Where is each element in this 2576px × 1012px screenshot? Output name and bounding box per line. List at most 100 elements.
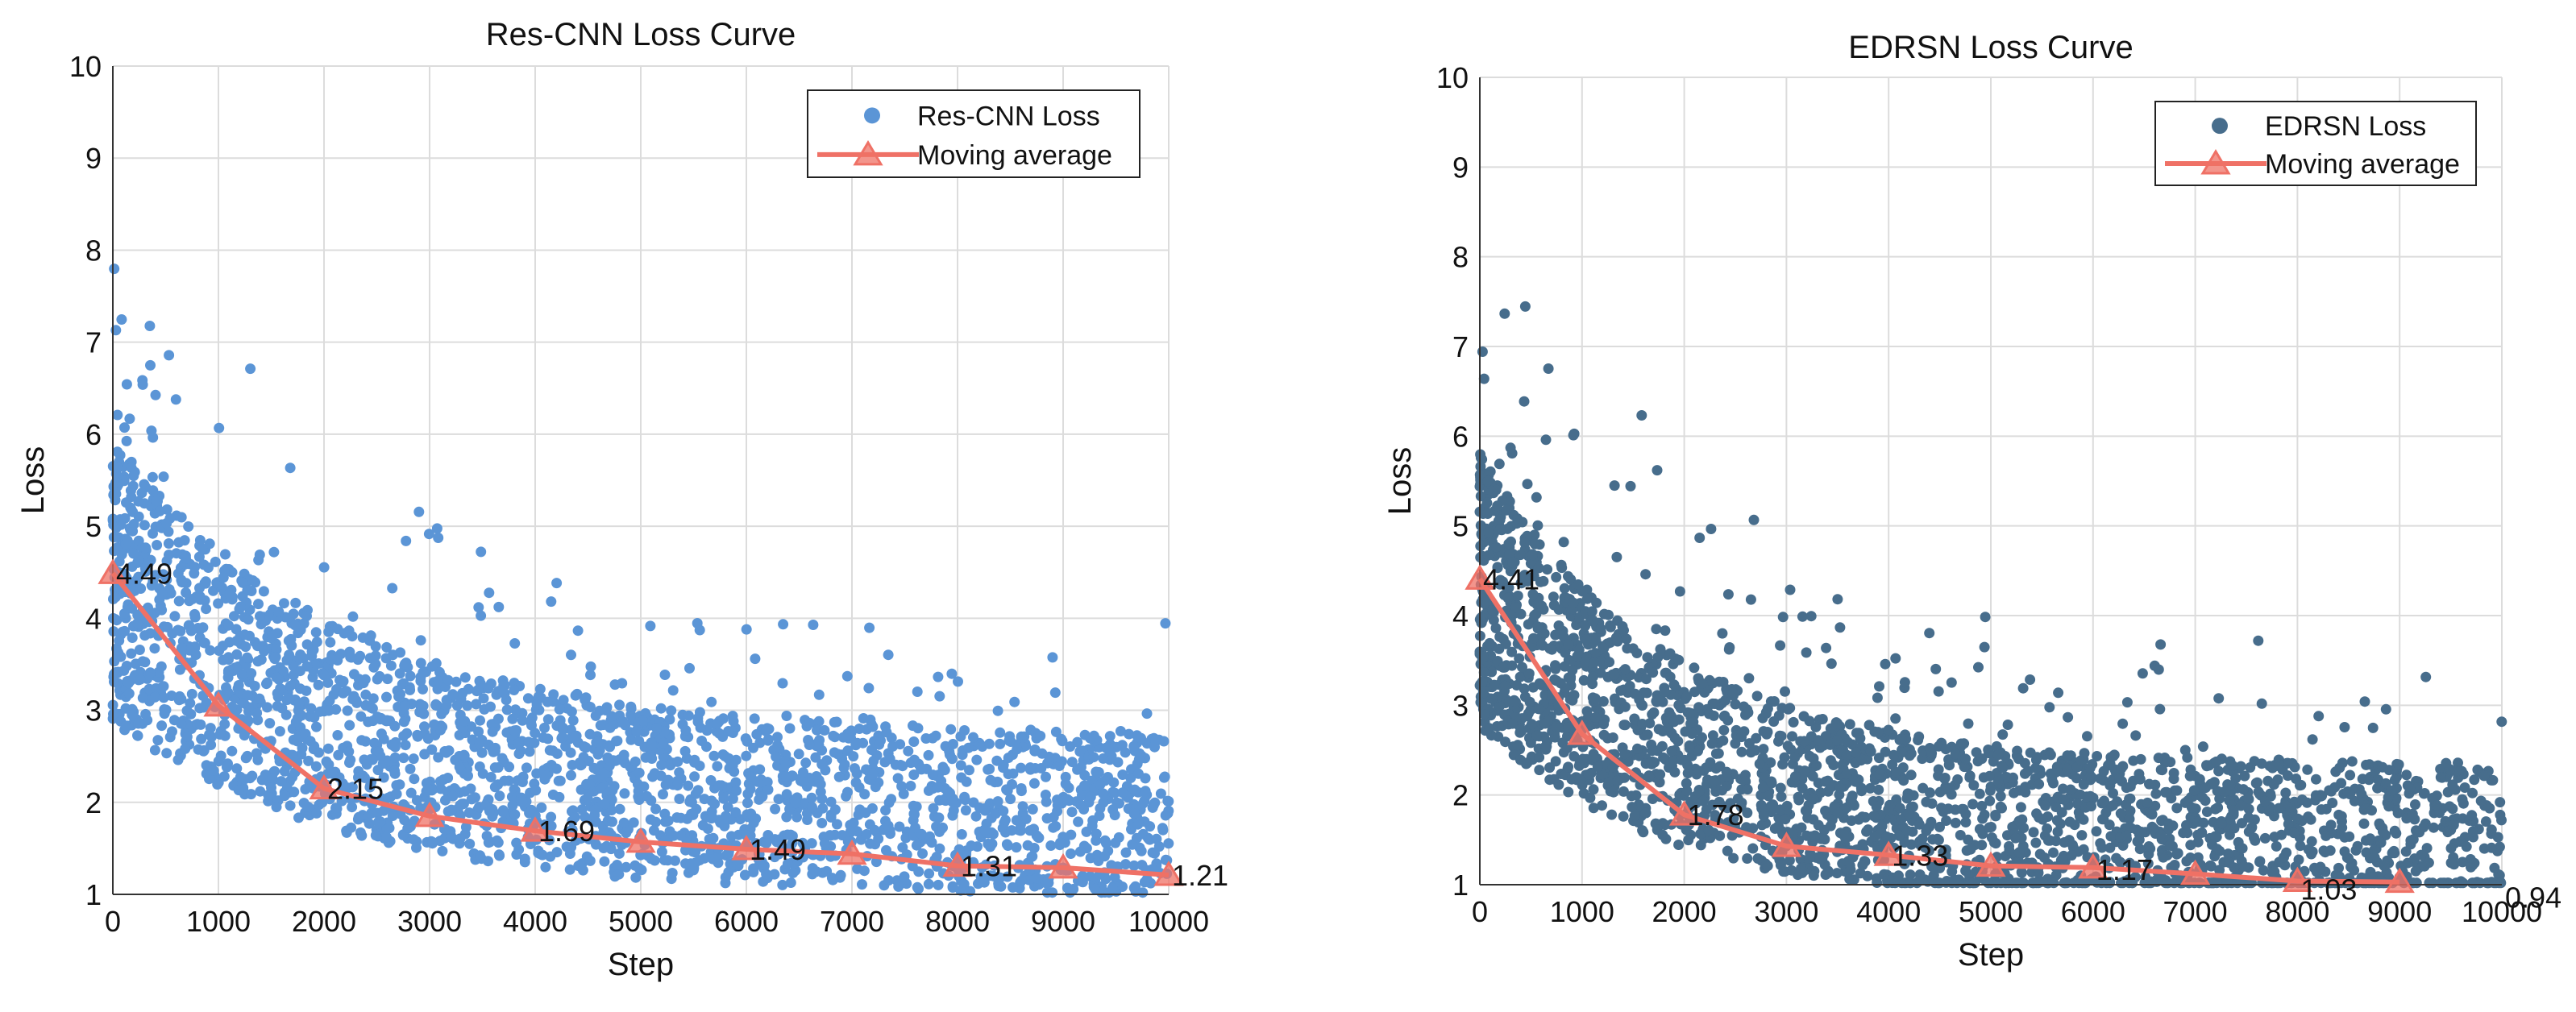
scatter-point xyxy=(1522,479,1533,490)
scatter-point xyxy=(1864,782,1876,794)
scatter-point xyxy=(883,820,894,832)
scatter-point xyxy=(226,701,238,712)
scatter-point xyxy=(459,749,470,761)
scatter-point xyxy=(1723,644,1735,655)
scatter-point xyxy=(1728,852,1739,864)
scatter-point xyxy=(289,620,301,631)
scatter-point xyxy=(240,753,251,764)
scatter-point xyxy=(1136,845,1147,856)
scatter-point xyxy=(1894,803,1905,814)
scatter-point xyxy=(658,737,669,749)
scatter-point xyxy=(1618,786,1629,797)
scatter-point xyxy=(346,822,357,833)
scatter-point xyxy=(1510,602,1521,613)
y-tick-label: 1 xyxy=(85,878,102,911)
scatter-point xyxy=(1638,827,1649,838)
scatter-point xyxy=(1074,799,1086,811)
scatter-point xyxy=(924,868,935,879)
scatter-point xyxy=(152,735,164,746)
scatter-point xyxy=(391,780,402,791)
scatter-point xyxy=(2082,731,2092,742)
scatter-point xyxy=(1049,687,1061,699)
scatter-point xyxy=(1618,811,1629,822)
scatter-point xyxy=(137,692,148,703)
scatter-point xyxy=(910,822,920,833)
scatter-point xyxy=(283,635,294,646)
scatter-point xyxy=(694,707,705,718)
scatter-point xyxy=(584,702,596,712)
scatter-point xyxy=(1963,718,1974,729)
scatter-point xyxy=(1964,772,1976,783)
scatter-point xyxy=(1990,810,2001,820)
scatter-point xyxy=(427,838,438,849)
scatter-point xyxy=(476,610,487,621)
scatter-point xyxy=(1525,558,1536,569)
scatter-point xyxy=(231,763,243,774)
x-tick-label: 5000 xyxy=(609,905,673,938)
scatter-point xyxy=(1991,740,2002,752)
scatter-point xyxy=(1127,839,1138,850)
scatter-point xyxy=(890,759,901,770)
scatter-point xyxy=(323,626,334,637)
scatter-point xyxy=(748,863,759,874)
scatter-point xyxy=(1079,780,1090,791)
scatter-point xyxy=(580,742,592,753)
scatter-point xyxy=(761,869,772,880)
scatter-point xyxy=(267,773,278,784)
scatter-point xyxy=(780,771,791,782)
x-tick-label: 10000 xyxy=(1128,905,1209,938)
scatter-point xyxy=(605,741,616,753)
scatter-point xyxy=(646,740,658,751)
scatter-point xyxy=(2389,774,2400,786)
scatter-point xyxy=(2214,865,2225,876)
scatter-point xyxy=(2108,751,2119,762)
scatter-point xyxy=(146,580,157,591)
scatter-point xyxy=(205,645,216,656)
scatter-point xyxy=(2495,797,2506,808)
scatter-point xyxy=(494,850,505,861)
scatter-point xyxy=(251,748,262,759)
scatter-point xyxy=(242,585,253,596)
scatter-point xyxy=(1832,718,1843,729)
scatter-point xyxy=(2418,788,2429,799)
scatter-point xyxy=(832,819,842,830)
scatter-point xyxy=(1745,747,1756,758)
scatter-point xyxy=(841,670,853,682)
scatter-point xyxy=(529,737,540,749)
scatter-point xyxy=(892,773,904,784)
moving-average-marker xyxy=(942,851,973,877)
scatter-point xyxy=(1095,779,1106,790)
scatter-point xyxy=(252,715,264,726)
scatter-point xyxy=(1619,749,1631,760)
scatter-point xyxy=(551,763,562,774)
scatter-point xyxy=(2084,770,2096,782)
scatter-point xyxy=(152,540,163,550)
scatter-point xyxy=(2097,814,2108,825)
scatter-point xyxy=(447,689,459,700)
scatter-point xyxy=(254,693,265,704)
scatter-point xyxy=(1955,830,1966,840)
scatter-point xyxy=(2185,840,2196,851)
scatter-point xyxy=(1872,877,1883,888)
scatter-point xyxy=(509,725,520,736)
scatter-point xyxy=(612,860,623,870)
scatter-point xyxy=(672,778,683,789)
scatter-point xyxy=(116,314,127,325)
scatter-point xyxy=(1005,736,1016,747)
scatter-point xyxy=(598,843,609,853)
scatter-point xyxy=(348,669,359,680)
scatter-point xyxy=(288,608,299,620)
scatter-point xyxy=(365,630,376,641)
scatter-point xyxy=(1128,882,1140,894)
scatter-point xyxy=(2295,840,2306,852)
scatter-point xyxy=(1736,732,1747,743)
scatter-point xyxy=(1855,868,1866,879)
scatter-point xyxy=(1588,671,1598,682)
scatter-point xyxy=(1117,787,1128,798)
scatter-point xyxy=(442,674,454,686)
scatter-point xyxy=(772,732,783,743)
scatter-point xyxy=(2307,734,2318,745)
scatter-point xyxy=(646,753,658,764)
scatter-point xyxy=(477,768,488,779)
scatter-point xyxy=(2229,823,2240,834)
